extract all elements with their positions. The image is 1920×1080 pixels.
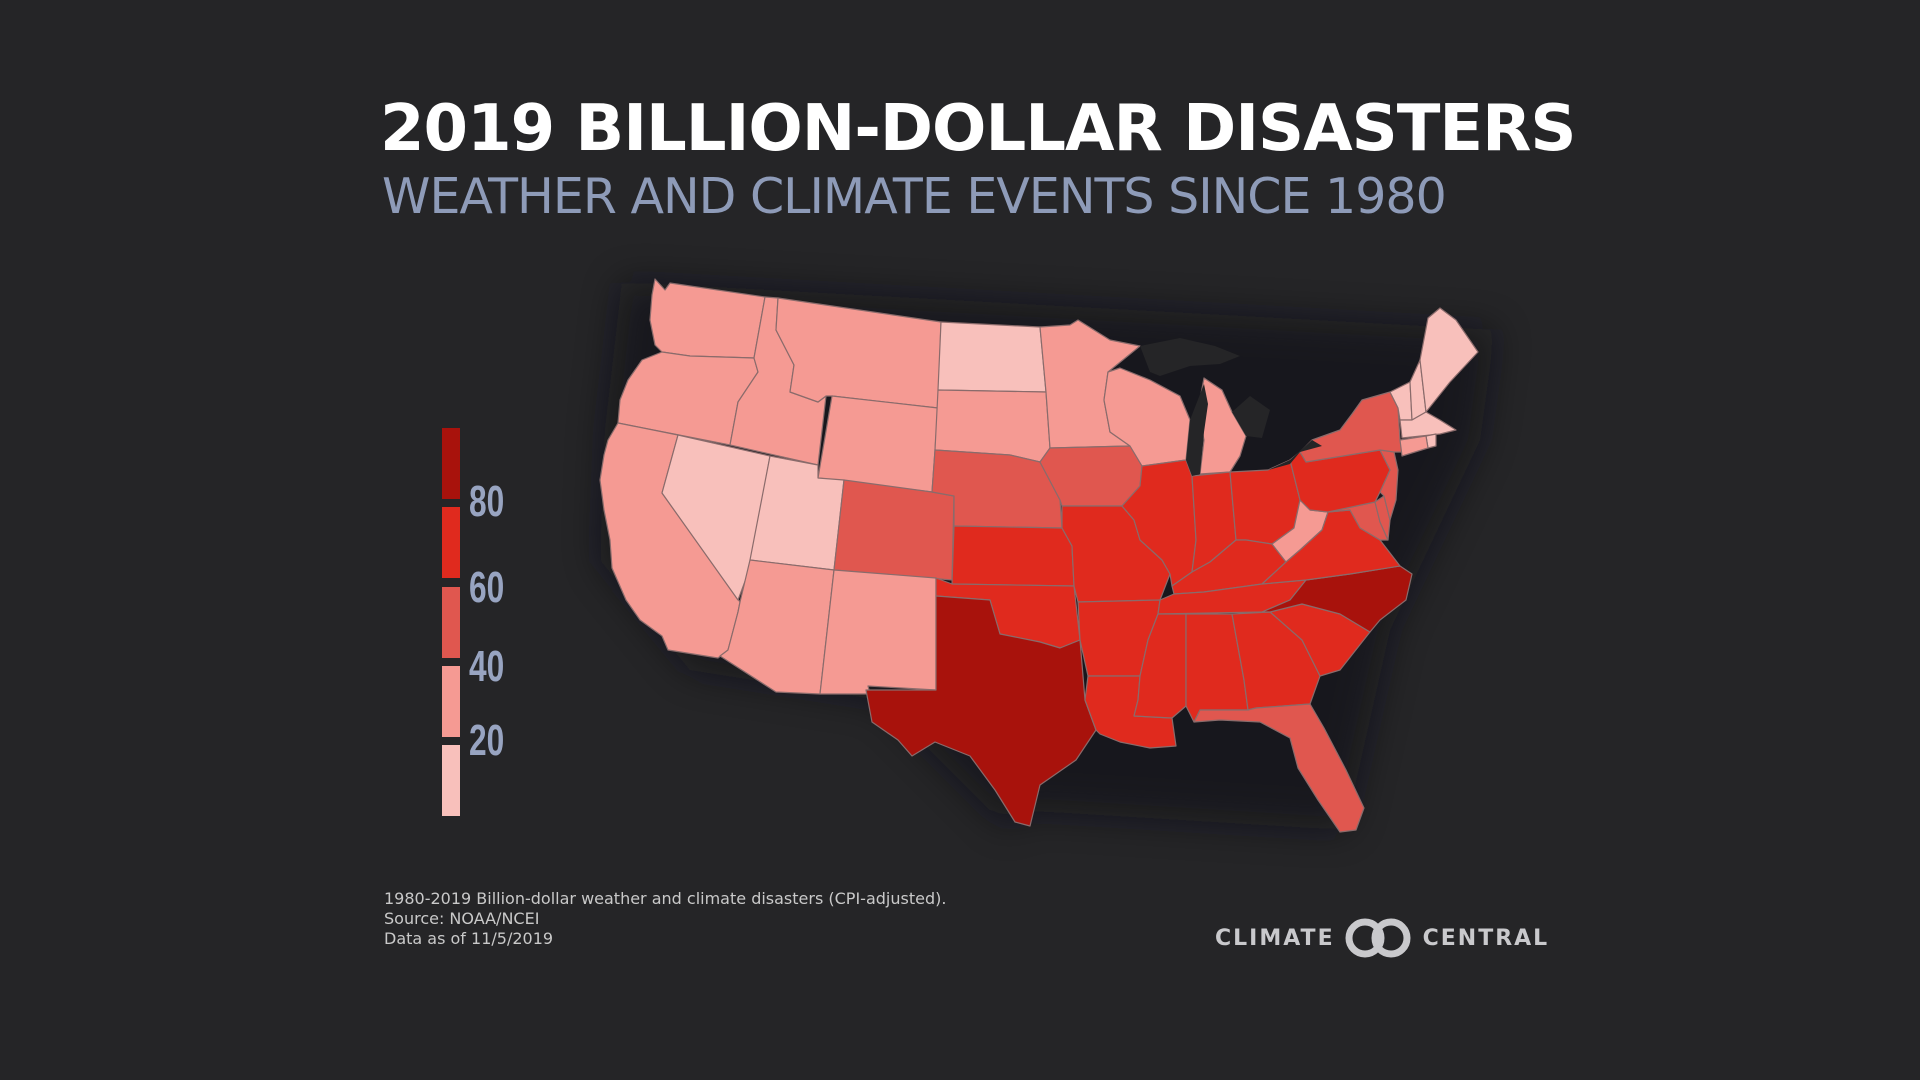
- brand-name-left: CLIMATE: [1215, 925, 1335, 951]
- state-north-dakota: [937, 321, 1047, 393]
- state-florida: [1193, 703, 1365, 833]
- linked-circles-icon: [1345, 918, 1411, 958]
- legend-tick-label: 40: [469, 642, 505, 691]
- page-subtitle: WEATHER AND CLIMATE EVENTS SINCE 1980: [382, 168, 1447, 225]
- state-new-jersey: [1379, 449, 1399, 521]
- lake-superior: [1140, 338, 1240, 376]
- legend-swatch-lightest: [442, 745, 460, 816]
- state-new-mexico: [819, 569, 937, 695]
- source-footnote: 1980-2019 Billion-dollar weather and cli…: [384, 889, 946, 949]
- great-lakes: [1140, 338, 1322, 476]
- state-connecticut: [1399, 435, 1429, 457]
- legend-tick-label: 20: [469, 716, 505, 765]
- legend-color-scale: [442, 428, 460, 816]
- state-maine: [1419, 307, 1479, 413]
- state-kansas: [951, 525, 1075, 587]
- legend-tick-label: 60: [469, 563, 505, 612]
- lake-erie: [1268, 440, 1322, 470]
- legend-swatch-light: [442, 666, 460, 737]
- lake-michigan: [1186, 384, 1208, 476]
- climate-central-logo: CLIMATE CENTRAL: [1215, 916, 1549, 960]
- legend-tick-label: 80: [469, 477, 505, 526]
- lake-huron: [1232, 396, 1270, 438]
- state-massachusetts: [1399, 411, 1457, 439]
- brand-name-right: CENTRAL: [1422, 925, 1550, 951]
- legend-swatch-medium: [442, 587, 460, 658]
- legend-swatch-dark: [442, 507, 460, 578]
- footnote-source: Source: NOAA/NCEI: [384, 909, 540, 928]
- state-texas: [865, 595, 1097, 827]
- state-colorado: [833, 479, 955, 581]
- legend-swatch-darkest: [442, 428, 460, 499]
- states-layer: [599, 278, 1479, 833]
- state-mississippi: [1133, 613, 1187, 719]
- footnote-date: Data as of 11/5/2019: [384, 929, 554, 948]
- page-title: 2019 BILLION-DOLLAR DISASTERS: [380, 92, 1577, 166]
- footnote-description: 1980-2019 Billion-dollar weather and cli…: [384, 889, 947, 908]
- state-wyoming: [817, 395, 939, 493]
